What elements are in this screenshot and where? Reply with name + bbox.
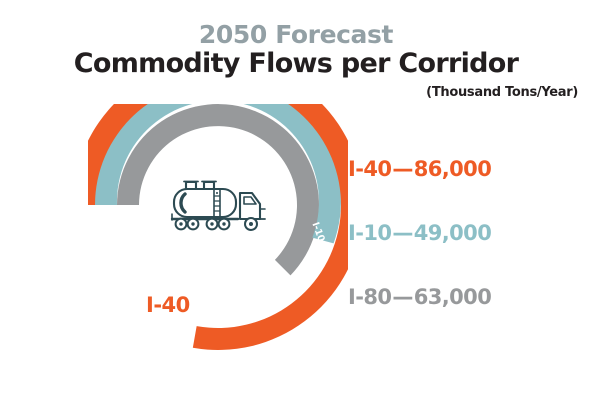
legend-separator-i80: — <box>392 285 413 309</box>
legend-value-i40: 86,000 <box>413 157 492 181</box>
arc-outer-label-i40: I-40 <box>146 293 190 317</box>
legend-item-i80: I-80—63,000 <box>348 286 578 350</box>
legend-separator-i10: — <box>392 221 413 245</box>
arc-i10-teal <box>94 104 341 244</box>
units-subtitle: (Thousand Tons/Year) <box>426 84 578 100</box>
legend-corridor-i40: I-40 <box>348 157 392 181</box>
legend-corridor-i10: I-10 <box>348 221 392 245</box>
legend-item-i10: I-10—49,000 <box>348 222 578 286</box>
radial-chart: I-10 I-80 <box>88 104 348 354</box>
radial-chart-svg: I-10 I-80 <box>88 104 348 350</box>
legend-item-i40: I-40—86,000 <box>348 158 578 222</box>
arc-label-i80: I-80 <box>258 256 273 278</box>
legend-value-i80: 63,000 <box>413 285 492 309</box>
eyebrow-text: 2050 Forecast <box>198 20 394 49</box>
legend: I-40—86,000 I-10—49,000 I-80—63,000 <box>348 158 578 350</box>
legend-separator-i40: — <box>392 157 413 181</box>
header: 2050 Forecast Commodity Flows per Corrid… <box>0 20 600 100</box>
legend-value-i10: 49,000 <box>413 221 492 245</box>
arc-i40-orange <box>88 104 348 350</box>
tanker-truck-icon <box>170 180 266 231</box>
page-title: Commodity Flows per Corridor <box>73 48 519 80</box>
legend-corridor-i80: I-80 <box>348 285 392 309</box>
arc-i80-gray <box>117 104 319 276</box>
